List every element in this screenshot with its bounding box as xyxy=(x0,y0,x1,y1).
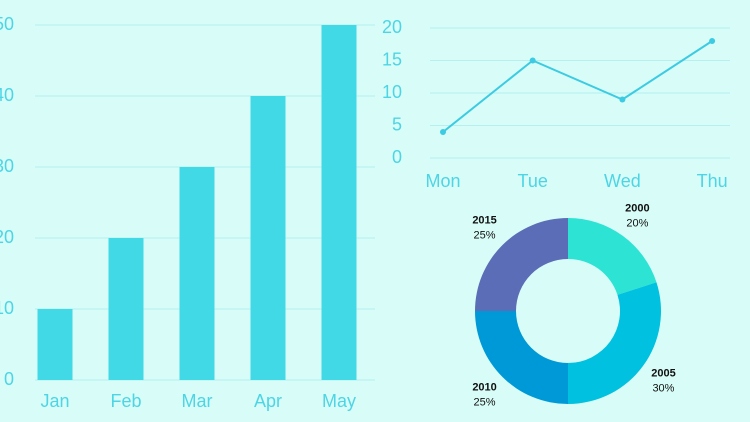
donut-segment xyxy=(568,218,657,295)
y-tick-label: 40 xyxy=(0,85,14,105)
point xyxy=(529,57,536,64)
x-tick-label: Tue xyxy=(518,171,548,191)
segment-value: 25% xyxy=(474,396,496,408)
point xyxy=(709,38,716,44)
x-tick-label: Thu xyxy=(697,171,728,191)
bar xyxy=(37,309,73,380)
y-tick-label: 0 xyxy=(392,147,402,167)
point xyxy=(619,96,626,103)
bar xyxy=(250,96,286,380)
y-tick-label: 50 xyxy=(0,14,14,34)
y-tick-label: 10 xyxy=(0,298,14,318)
x-tick-label: Apr xyxy=(254,391,282,411)
y-tick-label: 15 xyxy=(382,49,402,69)
segment-value: 30% xyxy=(652,382,674,394)
segment-label: 2005 xyxy=(651,367,675,379)
segment-value: 25% xyxy=(474,229,496,241)
x-tick-label: Jan xyxy=(40,391,69,411)
line xyxy=(442,40,713,133)
bar xyxy=(108,238,144,380)
y-tick-label: 5 xyxy=(392,114,402,134)
y-tick-label: 10 xyxy=(382,82,402,102)
donut-segment xyxy=(568,282,662,404)
segment-label: 2010 xyxy=(472,381,496,393)
x-tick-label: Mar xyxy=(182,391,213,411)
bar xyxy=(179,167,215,380)
x-tick-label: May xyxy=(322,391,356,411)
donut-segment xyxy=(475,218,568,311)
y-tick-label: 0 xyxy=(4,369,14,389)
x-tick-label: Wed xyxy=(604,171,641,191)
x-tick-label: Mon xyxy=(425,171,460,191)
x-tick-label: Feb xyxy=(110,391,141,411)
point xyxy=(440,129,446,135)
y-tick-label: 20 xyxy=(382,17,402,37)
segment-label: 2000 xyxy=(625,202,649,214)
bar xyxy=(321,25,357,380)
y-tick-label: 30 xyxy=(0,156,14,176)
donut-segment xyxy=(475,311,568,404)
segment-value: 20% xyxy=(626,217,648,229)
y-tick-label: 20 xyxy=(0,227,14,247)
segment-label: 2015 xyxy=(472,214,496,226)
